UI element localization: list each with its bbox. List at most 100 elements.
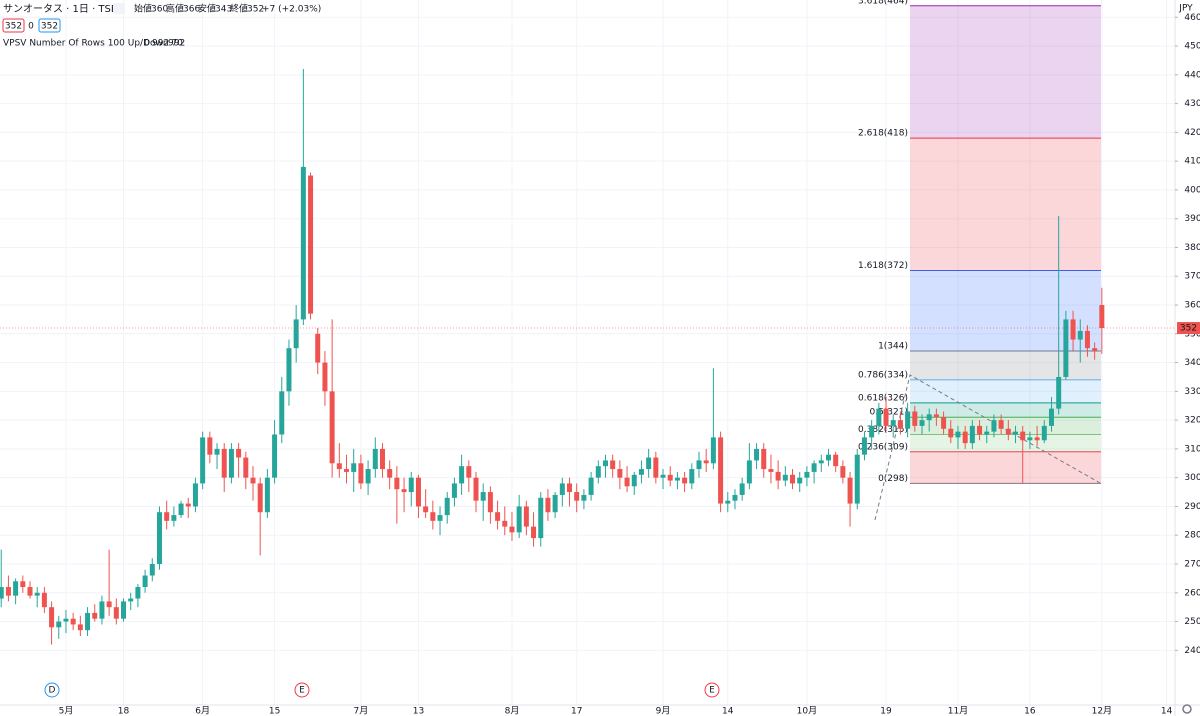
last-price-label: 352 — [1180, 324, 1197, 334]
candle-body — [1084, 330, 1090, 349]
candle-body — [437, 515, 443, 521]
candle-body — [444, 497, 450, 516]
x-tick-label: 12月 — [1092, 706, 1112, 716]
candle-body — [142, 575, 148, 588]
candle-body — [674, 477, 680, 481]
candle-body — [538, 497, 544, 539]
x-tick-label: 13 — [413, 707, 424, 716]
candle-body — [869, 425, 875, 438]
fib-zone — [910, 351, 1101, 380]
y-tick-label: 420 — [1184, 128, 1200, 138]
candle-body — [5, 587, 11, 596]
x-tick-label: 7月 — [354, 706, 369, 716]
y-tick-label: 410 — [1184, 157, 1200, 167]
low-value: 343 — [215, 5, 232, 15]
candle-body — [1020, 431, 1026, 441]
fib-zone — [910, 138, 1101, 271]
fib-label: 3.618(464) — [858, 0, 908, 6]
candles — [0, 69, 1105, 645]
candle-body — [574, 492, 580, 501]
candle-body — [171, 515, 177, 521]
candle-body — [286, 348, 292, 392]
y-tick-label: 340 — [1184, 358, 1200, 368]
x-tick-label: 10月 — [797, 706, 817, 716]
candle-body — [41, 592, 47, 608]
earnings-marker[interactable] — [704, 682, 720, 698]
candle-body — [883, 408, 889, 426]
candle-body — [581, 494, 587, 501]
candle-body — [897, 420, 903, 429]
indicator-value: 0 — [144, 39, 150, 49]
candle-body — [516, 506, 522, 533]
candle-body — [279, 391, 285, 435]
ask-badge[interactable] — [38, 18, 61, 33]
candle-body — [624, 477, 630, 487]
candle-body — [610, 460, 616, 470]
indicator-value: 992 — [152, 39, 169, 49]
y-tick-label: 270 — [1184, 560, 1200, 570]
fibonacci-retracement[interactable]: 0(298) 0.236(309) 0.382(315) 0.5(321) 0.618(… — [858, 0, 1101, 484]
y-tick-label: 350 — [1184, 329, 1200, 339]
candle-body — [77, 624, 83, 631]
candle-body — [178, 503, 184, 516]
candle-body — [264, 477, 270, 513]
candle-body — [948, 428, 954, 438]
y-tick-label: 450 — [1184, 42, 1200, 52]
last-price-box — [1177, 322, 1200, 335]
candle-body — [840, 466, 846, 478]
y-tick-label: 440 — [1184, 70, 1200, 80]
x-tick-label: 5月 — [59, 706, 74, 716]
y-tick-label: 310 — [1184, 444, 1200, 454]
candle-body — [739, 483, 745, 495]
candle-body — [1077, 330, 1083, 340]
fib-label: 1(344) — [878, 342, 908, 352]
fib-zone — [910, 379, 1101, 403]
marker-letter: E — [709, 686, 715, 696]
candle-body — [192, 483, 198, 507]
candle-body — [13, 581, 19, 596]
bid-badge[interactable] — [2, 18, 25, 33]
earnings-marker[interactable] — [294, 682, 310, 698]
collapse-button[interactable] — [113, 3, 125, 14]
fib-label: 0(298) — [878, 474, 908, 484]
event-markers[interactable]: D E E — [44, 682, 720, 698]
candle-body — [782, 474, 788, 481]
y-tick-label: 330 — [1184, 387, 1200, 397]
candle-body — [243, 457, 249, 478]
candle-body — [559, 483, 565, 495]
candle-body — [941, 417, 947, 429]
candle-body — [567, 483, 573, 493]
candle-body — [214, 448, 220, 455]
candle-body — [797, 477, 803, 484]
candle-body — [1005, 428, 1011, 435]
x-tick-label: 17 — [571, 707, 582, 716]
candle-body — [638, 469, 644, 475]
candle-body — [991, 420, 997, 432]
candle-body — [1027, 437, 1033, 441]
y-tick-label: 280 — [1184, 531, 1200, 541]
fib-zone — [910, 270, 1101, 352]
settings-icon[interactable] — [1182, 704, 1192, 714]
candle-body — [329, 391, 335, 464]
candle-body — [818, 460, 824, 464]
y-tick-label: 290 — [1184, 502, 1200, 512]
candle-body — [56, 621, 62, 628]
y-tick-label: 320 — [1184, 416, 1200, 426]
candle-body — [646, 457, 652, 470]
candle-body — [1056, 376, 1062, 409]
candle-body — [804, 471, 810, 478]
candle-body — [293, 319, 299, 349]
dividend-marker[interactable] — [44, 682, 60, 698]
candle-body — [509, 526, 515, 533]
indicator-name: VPSV Number Of Rows 100 Up/Down 70 — [3, 39, 183, 49]
candle-body — [358, 463, 364, 484]
y-tick-label: 380 — [1184, 243, 1200, 253]
candle-body — [63, 618, 69, 622]
candle-body — [156, 512, 162, 564]
axes: 240 250 260 270 280 290 300 310 320 330 340 350 360 3… — [0, 13, 1200, 716]
fib-label: 0.5(321) — [869, 408, 908, 418]
indicator-value: 992 — [168, 39, 185, 49]
candle-body — [466, 466, 472, 478]
candle-body — [725, 500, 731, 504]
marker-letter: E — [299, 686, 305, 696]
